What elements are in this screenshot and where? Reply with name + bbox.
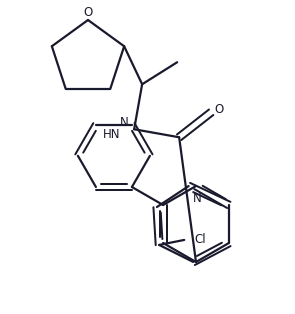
Text: O: O	[214, 103, 224, 116]
Text: N: N	[193, 192, 201, 204]
Text: O: O	[83, 7, 93, 19]
Text: Cl: Cl	[194, 233, 206, 246]
Text: HN: HN	[103, 128, 120, 141]
Text: N: N	[119, 116, 128, 129]
